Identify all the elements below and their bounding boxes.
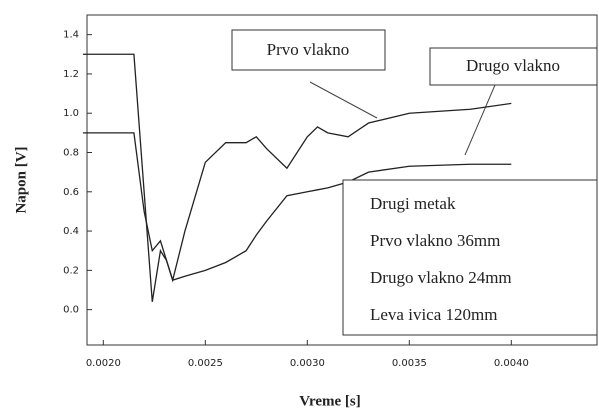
info-box [342,179,598,336]
label-box [429,47,598,86]
series-line [82,132,512,281]
y-tick-label: 1.2 [63,69,79,80]
label-box [231,29,386,71]
series-line [82,53,512,302]
x-axis-label: Vreme [s] [299,393,361,409]
x-tick-label: 0.0020 [86,358,121,369]
series-label: Drugo vlakno [466,56,560,75]
x-tick-label: 0.0030 [290,358,325,369]
info-line: Drugo vlakno 24mm [370,268,512,287]
y-tick-label: 1.0 [63,108,79,119]
x-tick-label: 0.0035 [392,358,427,369]
info-line: Drugi metak [370,194,456,213]
y-tick-label: 0.8 [63,148,79,159]
y-tick-label: 0.2 [63,265,79,276]
arrow [464,84,496,156]
y-tick-label: 1.4 [63,30,79,41]
y-tick-label: 0.4 [63,226,79,237]
info-line: Prvo vlakno 36mm [370,231,500,250]
arrow [309,81,378,119]
y-axis-label: Napon [V] [13,146,29,213]
x-tick-label: 0.0025 [188,358,223,369]
y-tick-label: 0.6 [63,187,79,198]
info-line: Leva ivica 120mm [370,305,497,324]
y-tick-label: 0.0 [63,305,79,316]
series-label: Prvo vlakno [267,40,350,59]
x-tick-label: 0.0040 [494,358,529,369]
